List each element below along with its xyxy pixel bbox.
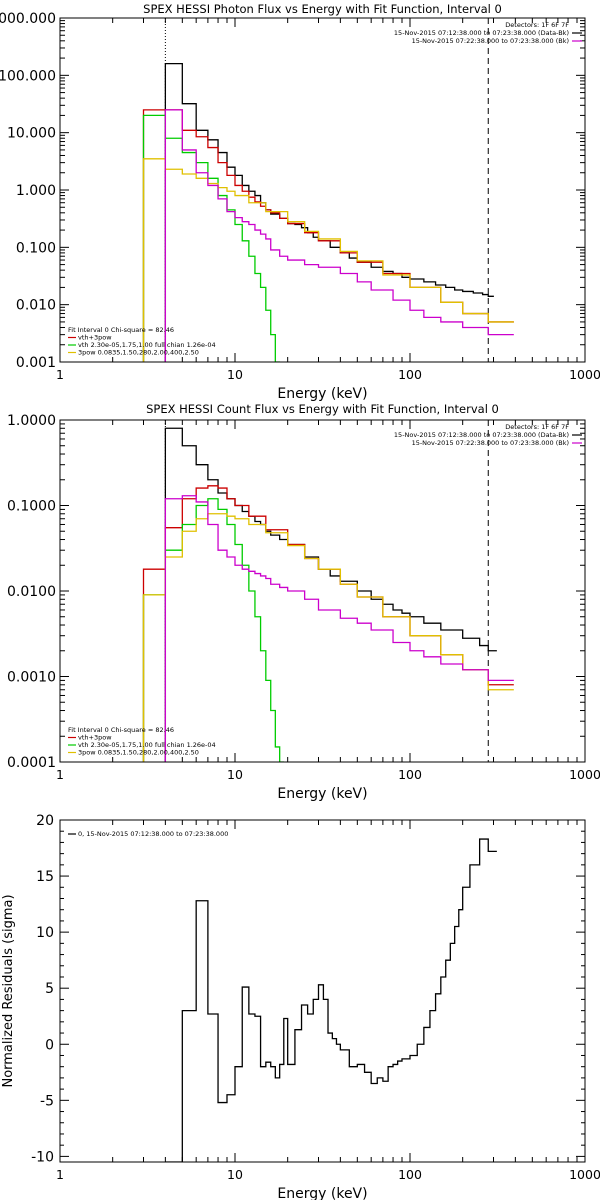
x-tick-label: 10: [227, 1167, 243, 1182]
series-data-bk: [164, 427, 497, 762]
series-group: [142, 427, 514, 762]
y-tick-label: 10: [36, 925, 54, 941]
y-tick-label: 0.1000: [7, 499, 56, 515]
header-line-3: 15-Nov-2015 07:22:38.000 to 07:23:38.000…: [412, 439, 569, 447]
y-tick-label: 0.100: [16, 240, 56, 256]
y-tick-label: 0.010: [16, 298, 56, 314]
y-tick-label: 20: [36, 813, 54, 829]
chart-panel-2: SPEX HESSI Count Flux vs Energy with Fit…: [7, 402, 600, 802]
x-axis-label: Energy (keV): [277, 786, 367, 802]
x-tick-label: 10: [227, 367, 243, 382]
x-tick-label: 1000: [569, 1167, 600, 1182]
y-tick-label: 0.001: [16, 355, 56, 371]
header-line-1: Detectors: 1F 6F 7F: [505, 423, 569, 431]
y-axis-label: Normalized Residuals (sigma): [1, 894, 16, 1087]
legend-entry-1: Fit Interval 0 Chi-square = 82.46: [68, 726, 174, 734]
legend-entry-1: 0, 15-Nov-2015 07:12:38.000 to 07:23:38.…: [78, 830, 228, 838]
plot-frame: [59, 419, 586, 763]
y-tick-label: 15: [36, 869, 54, 885]
legend-entry-4: 3pow 0.0835,1.50,280,2.00,400,2.50: [78, 349, 199, 357]
legend-entry-2: vth+3pow: [78, 734, 112, 742]
series-vth-3pow: [142, 109, 514, 362]
x-tick-label: 1000: [569, 767, 600, 782]
header-line-3: 15-Nov-2015 07:22:38.000 to 07:23:38.000…: [412, 37, 569, 45]
y-tick-label: 0.0100: [7, 584, 56, 600]
series-vth: [142, 114, 280, 362]
y-tick-label: -5: [40, 1093, 54, 1109]
series-3pow: [142, 513, 514, 762]
series-3pow: [142, 158, 514, 362]
y-tick-label: 1.000: [16, 183, 56, 199]
x-tick-label: 10: [227, 767, 243, 782]
x-tick-label: 100: [398, 367, 422, 382]
x-axis-label: Energy (keV): [277, 1186, 367, 1200]
series-vth-3pow: [142, 485, 514, 762]
x-tick-label: 1: [56, 1167, 64, 1182]
y-tick-label: 10.000: [7, 126, 56, 142]
x-axis-label: Energy (keV): [277, 386, 367, 402]
legend-entry-3: vth 2.30e-05,1.75,1.00 full chian 1.26e-…: [78, 741, 216, 749]
legend-entry-3: vth 2.30e-05,1.75,1.00 full chian 1.26e-…: [78, 341, 216, 349]
y-tick-label: 100.000: [0, 68, 56, 84]
series-bk: [164, 109, 514, 362]
legend-entry-2: vth+3pow: [78, 334, 112, 342]
y-tick-label: 0.0010: [7, 670, 56, 686]
legend-entry-1: Fit Interval 0 Chi-square = 82.46: [68, 326, 174, 334]
x-tick-label: 100: [398, 767, 422, 782]
x-tick-label: 1: [56, 367, 64, 382]
chart-panel-3: 1 10 100 1000 -10 -5 0 5 10 15 20 Energy (keV) Norma…: [1, 813, 600, 1200]
series-group: [165, 838, 497, 1162]
y-tick-label: 1.0000: [7, 413, 56, 429]
chart-panel-1: SPEX HESSI Photon Flux vs Energy with Fi…: [0, 2, 600, 402]
chart-title: SPEX HESSI Photon Flux vs Energy with Fi…: [143, 2, 502, 16]
series-vth: [142, 498, 285, 762]
x-tick-label: 1: [56, 767, 64, 782]
y-tick-label: 1000.000: [0, 11, 56, 27]
series-group: [142, 62, 514, 362]
x-tick-label: 1000: [569, 367, 600, 382]
chart-title: SPEX HESSI Count Flux vs Energy with Fit…: [146, 402, 499, 416]
x-tick-label: 100: [398, 1167, 422, 1182]
header-line-1: Detectors: 1F 6F 7F: [505, 21, 569, 29]
plot-frame: [59, 819, 586, 1163]
header-line-2: 15-Nov-2015 07:12:38.000 to 07:23:38.000…: [394, 29, 569, 37]
plot-frame: [59, 17, 586, 363]
y-tick-label: 0: [45, 1037, 54, 1053]
legend-entry-4: 3pow 0.0835,1.50,280,2.00,400,2.50: [78, 749, 199, 757]
y-tick-label: 0.0001: [7, 755, 56, 771]
series-bk: [164, 495, 514, 762]
series-data-bk: [164, 62, 494, 362]
y-tick-label: -10: [31, 1149, 54, 1165]
header-line-2: 15-Nov-2015 07:12:38.000 to 07:23:38.000…: [394, 431, 569, 439]
y-tick-label: 5: [45, 981, 54, 997]
series-0-15-nov-2015-07-12-38-000-to-07-23-38-000: [165, 838, 497, 1162]
